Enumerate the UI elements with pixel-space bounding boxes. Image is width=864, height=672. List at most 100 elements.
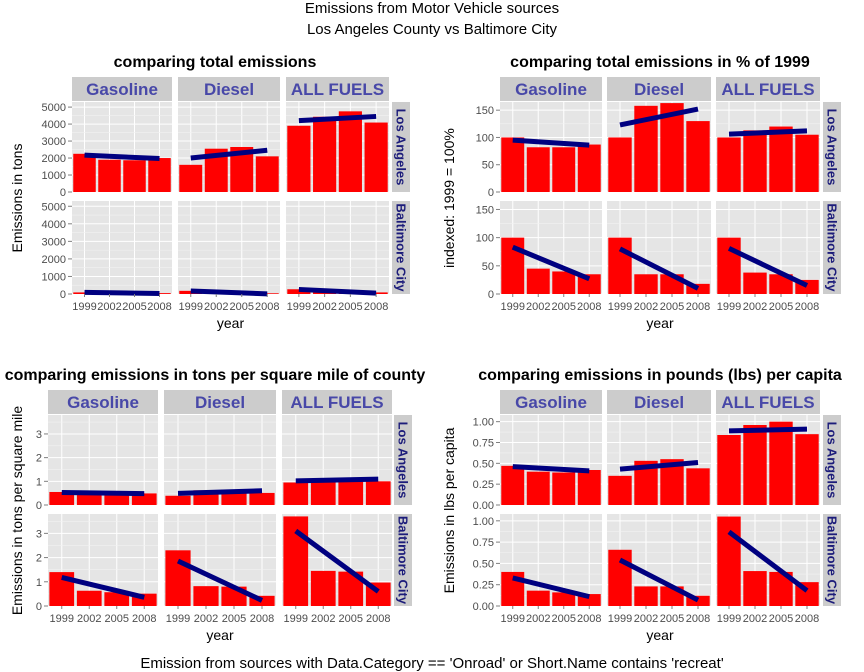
- y-tick-label: 0.00: [473, 500, 494, 512]
- x-axis-label: year: [646, 627, 674, 643]
- bar-1999: [608, 549, 632, 606]
- facet-strip-row: [392, 201, 410, 294]
- facet-panel: [282, 514, 392, 607]
- facet-panel: [282, 415, 392, 506]
- bar-2002: [634, 105, 658, 192]
- x-tick-label: 2008: [686, 301, 710, 313]
- bar-1999: [165, 550, 191, 606]
- x-tick-label: 1999: [50, 613, 74, 625]
- bar-2002: [98, 159, 121, 192]
- facet-column-label: Diesel: [204, 80, 254, 99]
- facet-row-label: Los Angeles: [825, 422, 840, 499]
- x-tick-label: 2005: [769, 613, 793, 625]
- bar-2005: [769, 571, 793, 606]
- facet-panel: [607, 201, 711, 295]
- x-tick-label: 2005: [222, 613, 246, 625]
- x-tick-label: 2002: [526, 301, 550, 313]
- x-tick-label: 2008: [250, 613, 274, 625]
- bar-2002: [193, 586, 219, 606]
- bar-2008: [577, 594, 601, 606]
- bar-2002: [743, 425, 767, 505]
- bar-2002: [310, 570, 336, 606]
- facet-row-label: Baltimore City: [825, 516, 840, 605]
- bar-2005: [660, 103, 684, 192]
- y-tick-label: 0: [60, 187, 66, 199]
- trend-line: [728, 128, 808, 137]
- x-tick-label: 2005: [338, 301, 362, 313]
- facet-strip-column: [607, 390, 711, 414]
- facet-panel: [48, 415, 158, 506]
- bar-2002: [76, 493, 102, 505]
- y-tick-label: 2000: [42, 254, 66, 266]
- x-tick-label: 2002: [743, 301, 767, 313]
- bar-1999: [717, 435, 741, 505]
- facet-column-label: Diesel: [634, 80, 684, 99]
- bar-2002: [743, 571, 767, 606]
- trend-line: [176, 558, 264, 603]
- bar-2008: [249, 492, 275, 505]
- x-tick-label: 2002: [634, 613, 658, 625]
- facet-strip-column: [716, 77, 820, 101]
- facet-strip-column: [164, 390, 276, 414]
- facet-column-label: Gasoline: [515, 80, 587, 99]
- y-tick-label: 150: [476, 204, 494, 216]
- panel-background: [286, 201, 389, 294]
- chart-1: comparing total emissions Gasoline Diesel A…: [9, 54, 410, 331]
- bar-2005: [552, 271, 576, 294]
- y-tick-label: 3000: [42, 236, 66, 248]
- trend-line: [618, 557, 700, 603]
- y-tick-label: 3: [36, 429, 42, 441]
- x-tick-label: 2002: [204, 301, 228, 313]
- bar-2005: [123, 160, 146, 192]
- trend-line: [84, 152, 160, 162]
- bar-2008: [249, 595, 275, 606]
- trend-line: [190, 288, 268, 297]
- bar-1999: [717, 516, 741, 606]
- y-tick-label: 0.25: [473, 580, 494, 592]
- y-tick-label: 5000: [42, 201, 66, 213]
- facet-panel: [716, 415, 820, 506]
- facet-column-label: Gasoline: [515, 393, 587, 412]
- bar-2002: [526, 590, 550, 606]
- bar-2008: [686, 468, 710, 505]
- facet-panel: [286, 102, 389, 193]
- bar-1999: [608, 475, 632, 505]
- bar-1999: [49, 491, 75, 505]
- facet-panel: [164, 415, 276, 506]
- y-tick-label: 4000: [42, 219, 66, 231]
- trend-line: [512, 464, 590, 474]
- bar-1999: [501, 571, 525, 606]
- bar-2002: [743, 272, 767, 294]
- figure-subtitle: Los Angeles County vs Baltimore City: [306, 21, 558, 38]
- trend-line: [728, 426, 808, 434]
- bar-1999: [165, 495, 191, 505]
- x-tick-label: 1999: [501, 613, 525, 625]
- bar-1999: [717, 237, 741, 294]
- y-tick-label: 1000: [42, 271, 66, 283]
- facet-strip-column: [500, 77, 602, 101]
- facet-row-label: Baltimore City: [396, 516, 411, 605]
- facet-panel: [607, 514, 711, 607]
- bar-2002: [204, 148, 228, 192]
- chart-title: comparing emissions in pounds (lbs) per …: [478, 367, 842, 384]
- bar-2005: [769, 274, 793, 294]
- facet-panel: [716, 514, 820, 607]
- panel-background: [178, 201, 280, 294]
- x-tick-label: 2008: [255, 301, 279, 313]
- bar-2008: [131, 493, 157, 505]
- y-tick-label: 1: [36, 577, 42, 589]
- facet-strip-row: [823, 415, 841, 505]
- y-tick-label: 0: [488, 187, 494, 199]
- x-tick-label: 2005: [660, 301, 684, 313]
- y-tick-label: 2: [36, 553, 42, 565]
- trend-line: [618, 246, 700, 291]
- x-tick-label: 1999: [72, 301, 96, 313]
- facet-row-label: Baltimore City: [825, 203, 840, 292]
- x-tick-label: 1999: [608, 613, 632, 625]
- x-tick-label: 2005: [339, 613, 363, 625]
- chart-2: comparing total emissions in % of 1999 Ga…: [441, 54, 841, 331]
- x-tick-label: 2008: [795, 301, 819, 313]
- bar-2005: [230, 147, 254, 192]
- y-tick-label: 1.00: [473, 516, 494, 528]
- facet-panel: [164, 514, 276, 607]
